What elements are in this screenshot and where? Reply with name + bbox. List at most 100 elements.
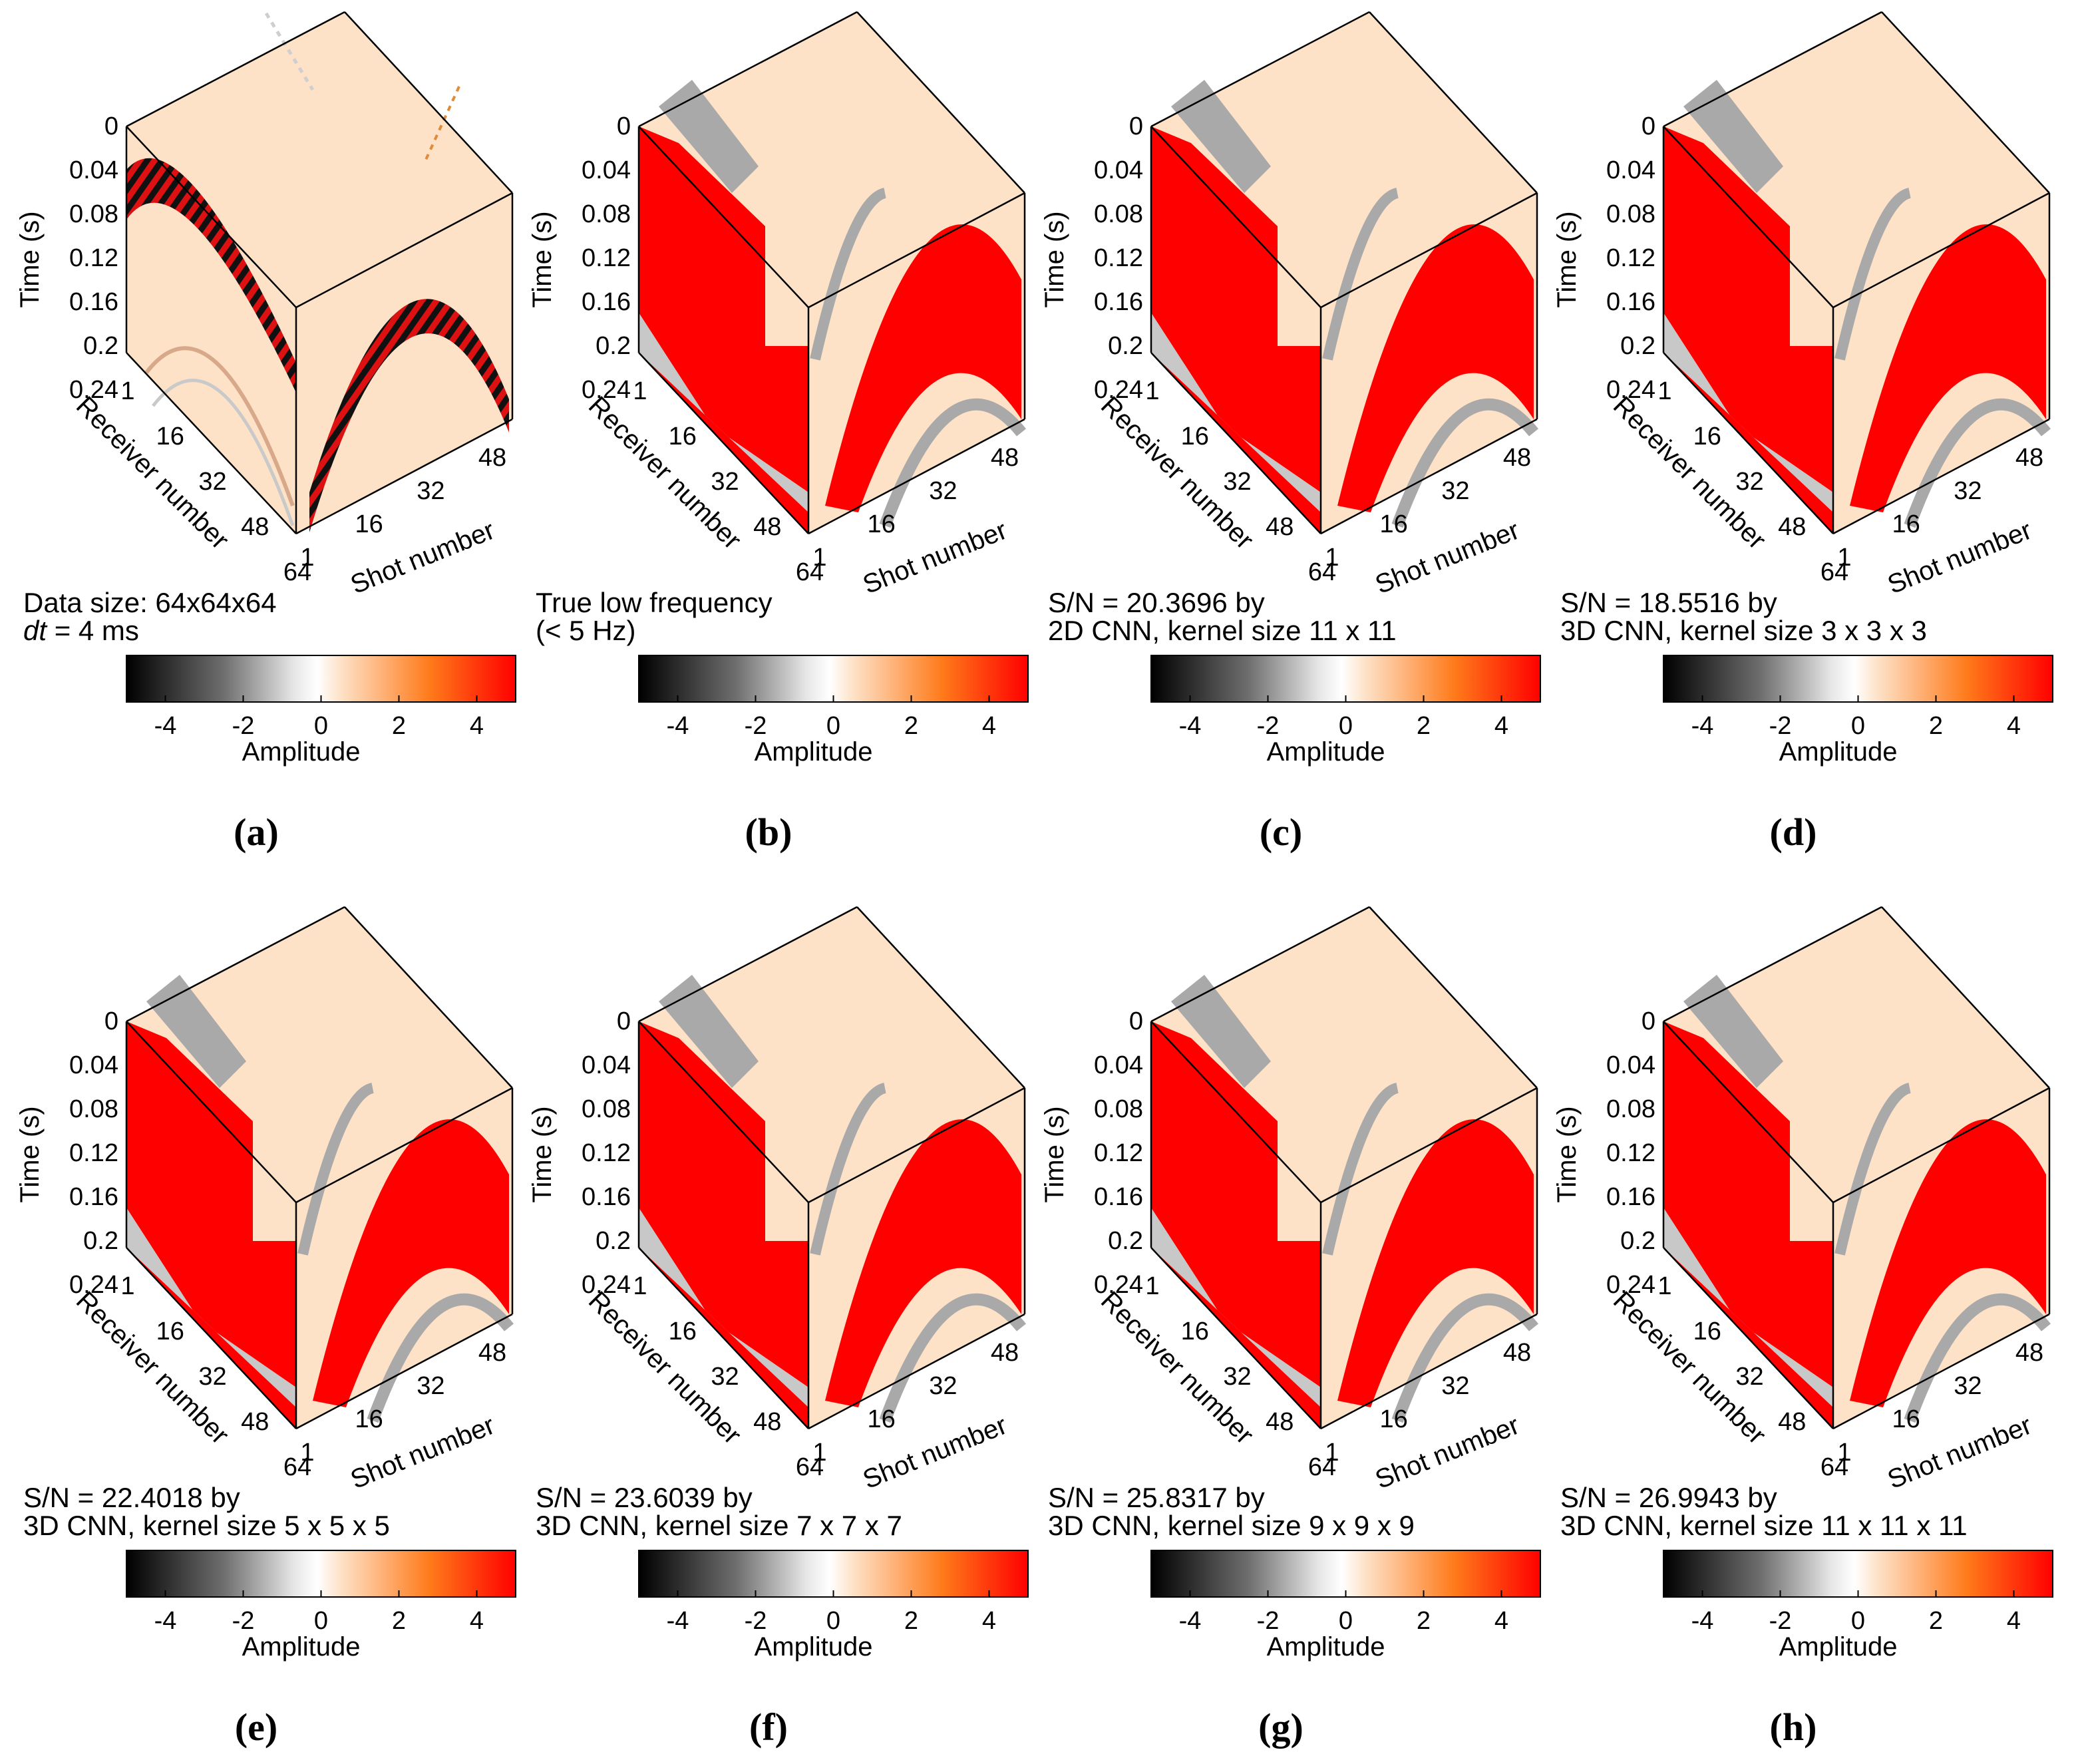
colorbar-tick-label: 4 (982, 712, 996, 740)
colorbar-tick-label: -4 (1691, 1607, 1714, 1635)
time-tick-label: 0.2 (1620, 332, 1655, 360)
shot-tick-label: 16 (1380, 1405, 1408, 1433)
cube-edge (295, 418, 513, 535)
time-tick-label: 0.16 (1606, 288, 1655, 316)
panel-d: 0 0.04 0.08 0.12 0.16 0.2 0.24 Time (s) 1 16 32 48 6… (1552, 11, 2053, 854)
right-face-red-arch (1850, 224, 2046, 512)
panel-a: 0 0.04 0.08 0.12 0.16 0.2 0.24 Time (s) 1 16 32 48 6… (15, 11, 516, 854)
cube-edge (638, 352, 809, 534)
cube-edge (1663, 1247, 1834, 1429)
receiver-tick-label: 1 (633, 1272, 647, 1300)
colorbar-tick-label: 4 (982, 1607, 996, 1635)
caption-rest-part: 3D CNN, kernel size 9 x 9 x 9 (1048, 1510, 1415, 1541)
colorbar-label: Amplitude (755, 737, 873, 767)
cube-top-face (639, 12, 1025, 307)
shot-tick-label: 48 (2015, 1339, 2043, 1367)
shot-tick-label: 48 (478, 1339, 506, 1367)
colorbar-tick-label: -4 (154, 712, 177, 740)
cube-edge (1150, 906, 1370, 1023)
time-tick-label: 0.12 (69, 244, 118, 272)
shot-tick-label: 16 (868, 1405, 896, 1433)
colorbar-tick-label: -2 (1769, 712, 1792, 740)
left-face-gray-band (639, 1208, 808, 1407)
colorbar-tick-label: 2 (1417, 712, 1431, 740)
caption-line-2: (< 5 Hz) (536, 615, 636, 646)
cube-edge (808, 418, 1025, 535)
time-tick-label: 0 (1642, 112, 1655, 140)
time-axis-label: Time (s) (1552, 1106, 1582, 1202)
right-face-red-arch (825, 1119, 1021, 1407)
cube-edge (1320, 1087, 1538, 1204)
cube-top-face (639, 907, 1025, 1202)
time-tick-label: 0.12 (1606, 1139, 1655, 1167)
colorbar (1663, 655, 2053, 703)
caption-italic-part: dt (23, 615, 48, 646)
cube-edge (808, 1087, 1025, 1204)
panel-b: 0 0.04 0.08 0.12 0.16 0.2 0.24 Time (s) 1 16 32 48 6… (528, 11, 1029, 854)
colorbar (638, 655, 1029, 703)
receiver-tick-label: 32 (1735, 468, 1763, 496)
left-face-ripple (152, 379, 295, 526)
caption-line-1: Data size: 64x64x64 (23, 587, 277, 618)
time-tick-label: 0.12 (1094, 244, 1143, 272)
right-face-red-arch (1337, 1119, 1534, 1407)
time-axis-label: Time (s) (15, 211, 45, 307)
colorbar-tick-label: 0 (1851, 1607, 1865, 1635)
receiver-tick-label: 1 (1657, 377, 1671, 405)
caption-line-1: S/N = 25.8317 by (1048, 1482, 1265, 1513)
cube-edge (1320, 192, 1538, 309)
time-tick-label: 0.04 (1094, 156, 1143, 184)
cube-edge (1832, 418, 2050, 535)
panel-label: (a) (234, 810, 279, 854)
cube-edge (1663, 1021, 1834, 1203)
time-tick-label: 0 (1129, 1007, 1143, 1035)
colorbar-tick-label: -2 (1769, 1607, 1792, 1635)
colorbar-tick-label: 0 (1851, 712, 1865, 740)
time-tick-label: 0.16 (1606, 1183, 1655, 1211)
shot-tick-label: 48 (478, 444, 506, 472)
colorbar-tick-label: 0 (314, 1607, 328, 1635)
receiver-tick-label: 16 (156, 423, 184, 450)
right-face-gray-streak (810, 1083, 887, 1256)
top-face-streak (1683, 80, 1783, 193)
cube-edge (1881, 906, 2050, 1089)
colorbar-tick-label: 4 (470, 1607, 484, 1635)
time-tick-label: 0.16 (1094, 288, 1143, 316)
cube-top-face (1663, 907, 2049, 1202)
left-face-gray-band (1663, 1208, 1833, 1407)
panel-label: (c) (1260, 810, 1302, 854)
receiver-tick-label: 64 (796, 1453, 824, 1481)
colorbar-tick-label: -4 (154, 1607, 177, 1635)
receiver-tick-label: 64 (283, 558, 311, 586)
right-face-gray-core (879, 399, 1026, 528)
cube-top-face (126, 12, 512, 307)
panel-e: 0 0.04 0.08 0.12 0.16 0.2 0.24 Time (s) 1 16 32 48 6… (15, 906, 516, 1749)
colorbar-label: Amplitude (1779, 737, 1898, 767)
panel-c: 0 0.04 0.08 0.12 0.16 0.2 0.24 Time (s) 1 16 32 48 6… (1040, 11, 1541, 854)
shot-tick-label: 32 (417, 1372, 444, 1400)
colorbar-tick-label: 2 (904, 712, 918, 740)
receiver-tick-label: 16 (1181, 1318, 1209, 1345)
time-tick-label: 0.24 (582, 1271, 631, 1299)
receiver-tick-label: 64 (1820, 1453, 1848, 1481)
colorbar-tick-label: -2 (1257, 712, 1280, 740)
cube-edge (638, 11, 858, 128)
colorbar-tick-label: -2 (745, 712, 767, 740)
cube-edge (1663, 906, 1882, 1023)
cube-edge (638, 1247, 809, 1429)
cube-edge (295, 1313, 513, 1430)
shot-tick-label: 1 (1325, 544, 1339, 572)
time-tick-label: 0.12 (582, 244, 631, 272)
receiver-tick-label: 1 (633, 377, 647, 405)
colorbar (126, 655, 516, 703)
top-face-streak (659, 80, 759, 193)
cube-edge (295, 1087, 513, 1204)
colorbar-label: Amplitude (755, 1632, 873, 1662)
time-tick-label: 0.12 (1094, 1139, 1143, 1167)
shot-tick-label: 1 (812, 544, 826, 572)
cube-edge (1369, 11, 1538, 194)
caption-rest-part: = 4 ms (47, 615, 139, 646)
shot-tick-label: 48 (1503, 444, 1531, 472)
right-face-gray-core (1904, 1293, 2051, 1423)
panel-label: (e) (235, 1705, 277, 1749)
